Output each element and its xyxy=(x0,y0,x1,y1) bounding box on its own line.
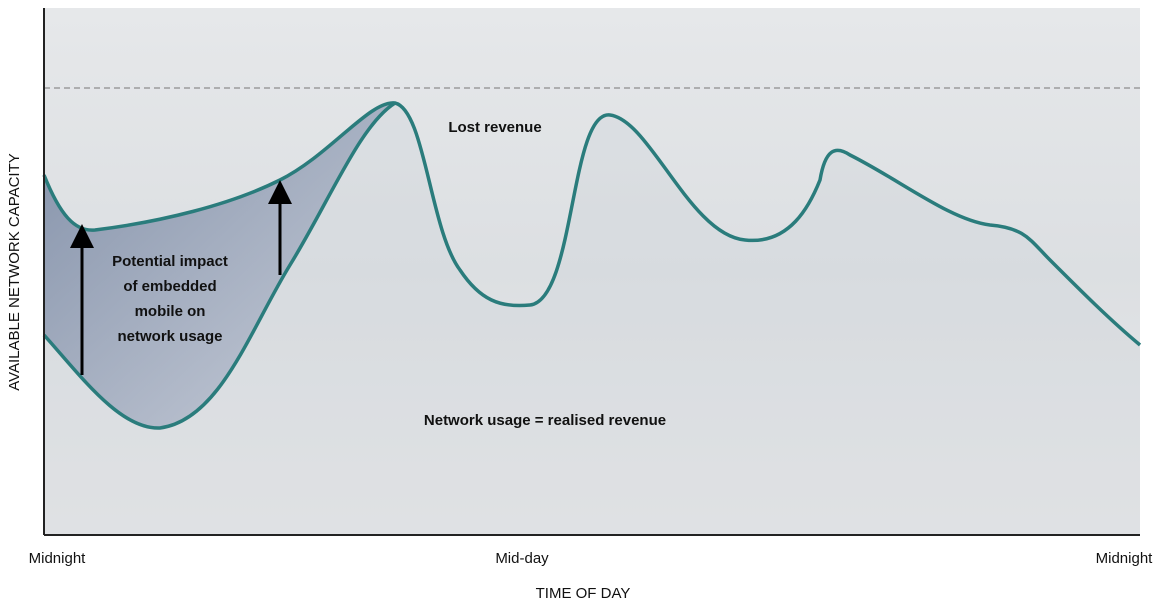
x-tick-label: Mid-day xyxy=(495,550,549,567)
annotation: Potential impact xyxy=(112,253,228,270)
x-axis-label: TIME OF DAY xyxy=(536,585,631,602)
annotation: Lost revenue xyxy=(448,119,541,136)
annotation: of embedded xyxy=(123,278,216,295)
page: Lost revenue Potential impact of embedde… xyxy=(0,0,1167,604)
y-axis-label: AVAILABLE NETWORK CAPACITY xyxy=(6,153,23,391)
annotation: mobile on xyxy=(135,303,206,320)
x-tick-label: Midnight xyxy=(29,550,87,567)
annotation: network usage xyxy=(117,328,222,345)
annotation: Network usage = realised revenue xyxy=(424,412,666,429)
x-tick-label: Midnight xyxy=(1096,550,1154,567)
diagram: Lost revenue Potential impact of embedde… xyxy=(0,0,1167,604)
